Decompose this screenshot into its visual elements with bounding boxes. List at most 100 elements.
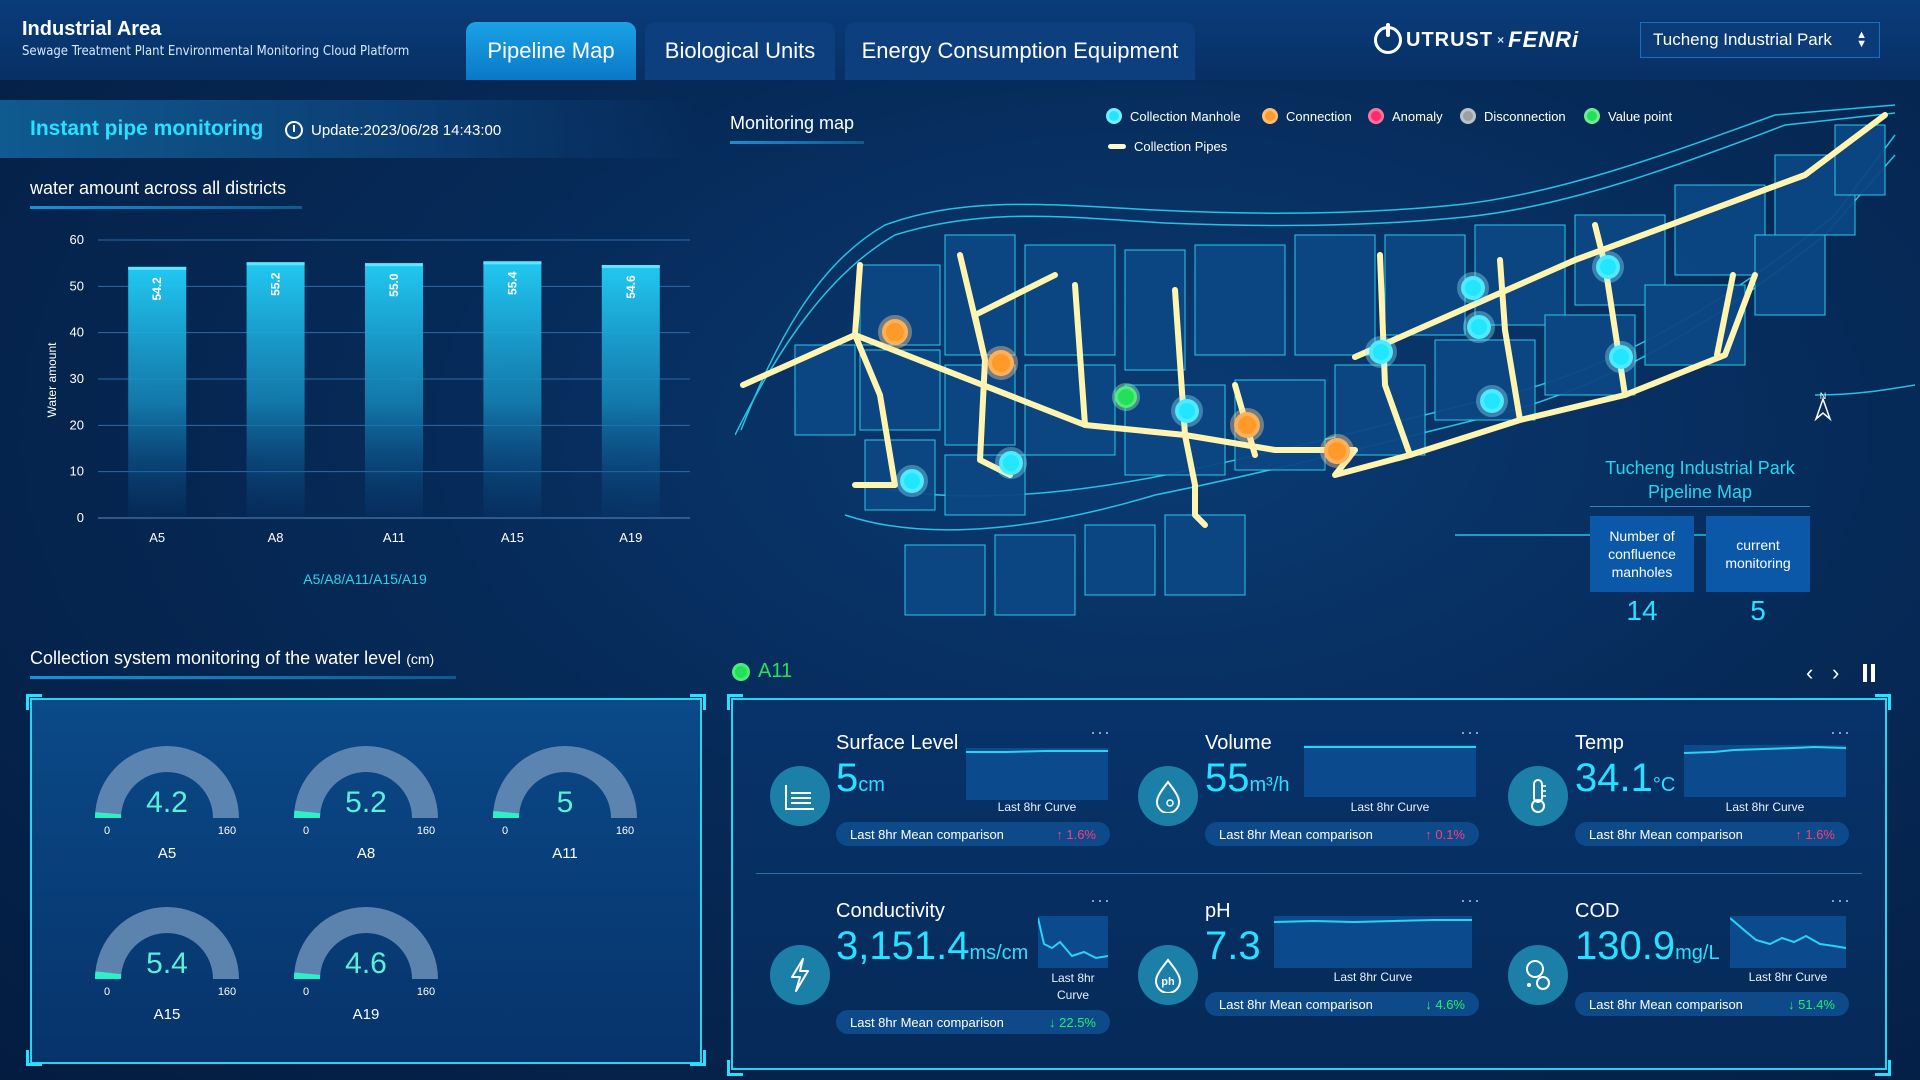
panel-heading: Instant pipe monitoring xyxy=(30,117,264,140)
caption-divider xyxy=(1590,506,1810,507)
more-icon[interactable]: ··· xyxy=(1830,890,1851,910)
gauge-max: 160 xyxy=(417,986,435,998)
connection-marker[interactable] xyxy=(1230,408,1264,442)
gauge-fill xyxy=(294,972,321,979)
gauge-fill xyxy=(95,971,122,979)
title-underline xyxy=(30,676,456,679)
bar-value-label: 55.2 xyxy=(269,272,283,296)
bar[interactable] xyxy=(128,266,187,518)
metric-number: 5 xyxy=(836,756,859,800)
bar[interactable] xyxy=(365,263,423,518)
mean-comparison: Last 8hr Mean comparison ↑ 1.6% xyxy=(1575,822,1849,846)
manhole-marker[interactable] xyxy=(1171,395,1203,427)
metric-name: COD xyxy=(1575,900,1620,922)
bar[interactable] xyxy=(246,262,305,518)
comparison-value: ↓ 4.6% xyxy=(1425,996,1465,1012)
gauge-min: 0 xyxy=(104,825,110,837)
curve-label: Last 8hr Curve xyxy=(1051,971,1095,1002)
tab-energy-equipment[interactable]: Energy Consumption Equipment xyxy=(845,22,1195,80)
chevron-right-icon[interactable]: › xyxy=(1832,660,1840,685)
stat-monitoring-value: 5 xyxy=(1750,595,1766,626)
manhole-marker[interactable] xyxy=(1592,251,1624,283)
panel-corner xyxy=(1875,1060,1891,1076)
legend-label: Collection Manhole xyxy=(1130,108,1241,124)
manhole-marker[interactable] xyxy=(896,465,928,497)
metric-name: Surface Level xyxy=(836,732,959,754)
comparison-percent: 4.6% xyxy=(1435,996,1465,1012)
manhole-marker[interactable] xyxy=(1476,385,1508,417)
gauge-max: 160 xyxy=(218,825,236,837)
more-icon[interactable]: ··· xyxy=(1090,722,1111,742)
mean-comparison: Last 8hr Mean comparison ↓ 4.6% xyxy=(1205,992,1479,1016)
legend-connection: Connection xyxy=(1262,108,1352,124)
pause-icon[interactable] xyxy=(1862,664,1878,682)
metric-name: pH xyxy=(1205,900,1231,922)
connection-marker[interactable] xyxy=(984,346,1018,380)
gauge-label: A5 xyxy=(158,845,176,862)
gauge-track xyxy=(294,907,438,979)
chevron-left-icon[interactable]: ‹ xyxy=(1806,660,1814,685)
bar[interactable] xyxy=(483,261,542,518)
clock-icon xyxy=(285,121,303,139)
more-icon[interactable]: ··· xyxy=(1090,890,1111,910)
tab-label: Energy Consumption Equipment xyxy=(861,38,1179,63)
x-tick-label: A8 xyxy=(268,530,284,545)
metric-number: 130.9 xyxy=(1575,924,1676,968)
sparkline-box xyxy=(1304,745,1476,797)
tab-pipeline-map[interactable]: Pipeline Map xyxy=(466,22,636,80)
comparison-label: Last 8hr Mean comparison xyxy=(1589,826,1743,842)
y-tick-label: 20 xyxy=(70,417,84,432)
manhole-marker[interactable] xyxy=(1365,336,1397,368)
manhole-marker[interactable] xyxy=(1457,272,1489,304)
panel-corner xyxy=(727,1060,743,1076)
metric-name: Volume xyxy=(1205,732,1272,754)
bar-value-label: 55.0 xyxy=(387,273,401,297)
gauge-fill xyxy=(95,812,122,818)
stat-monitoring-label: current monitoring xyxy=(1706,516,1810,592)
legend-swatch xyxy=(1106,108,1122,124)
gauge-track xyxy=(493,746,637,818)
gauge-max: 160 xyxy=(616,825,634,837)
water-drop-icon xyxy=(1138,766,1198,826)
more-icon[interactable]: ··· xyxy=(1460,890,1481,910)
legend-swatch xyxy=(1262,108,1278,124)
manhole-marker[interactable] xyxy=(995,447,1027,479)
metric-number: 7.3 xyxy=(1205,924,1261,968)
value-point-marker[interactable] xyxy=(1112,383,1140,411)
bar-top xyxy=(365,263,423,267)
more-icon[interactable]: ··· xyxy=(1460,722,1481,742)
manhole-marker[interactable] xyxy=(1463,311,1495,343)
park-select[interactable]: Tucheng Industrial Park ▲ ▼ xyxy=(1640,22,1880,58)
tab-biological-units[interactable]: Biological Units xyxy=(645,22,835,80)
panel-corner xyxy=(690,694,706,710)
brand-logo: UTRUST × FENRi xyxy=(1374,22,1579,58)
gauge-value: 5 xyxy=(557,786,574,819)
updown-chevron-icon: ▲ ▼ xyxy=(1856,29,1867,50)
stat-manholes-label: Number of confluence manholes xyxy=(1590,516,1694,592)
bar[interactable] xyxy=(601,265,660,518)
comparison-label: Last 8hr Mean comparison xyxy=(1589,996,1743,1012)
legend-swatch xyxy=(1584,108,1600,124)
gauge-label: A11 xyxy=(552,845,578,862)
north-arrow-icon xyxy=(1814,396,1832,422)
sparkline-box xyxy=(1683,745,1847,797)
comparison-value: ↑ 1.6% xyxy=(1795,826,1835,842)
gauge-max: 160 xyxy=(218,986,236,998)
gauge: 5 0 160 A11 xyxy=(493,746,637,862)
panel-corner xyxy=(1875,694,1891,710)
more-icon[interactable]: ··· xyxy=(1830,722,1851,742)
metric-number: 3,151.4 xyxy=(836,924,970,968)
bar-value-label: 55.4 xyxy=(505,271,519,295)
connection-marker[interactable] xyxy=(878,315,912,349)
logo-utrust: UTRUST xyxy=(1406,28,1494,51)
water-level-title: Collection system monitoring of the wate… xyxy=(30,648,434,669)
manhole-marker[interactable] xyxy=(1605,341,1637,373)
sparkline-box xyxy=(1273,916,1472,968)
water-level-icon xyxy=(770,766,830,826)
metric-unit: mg/L xyxy=(1675,942,1720,964)
comparison-label: Last 8hr Mean comparison xyxy=(850,826,1004,842)
connection-marker[interactable] xyxy=(1320,434,1354,468)
water-level-unit: (cm) xyxy=(406,651,435,667)
legend-label: Collection Pipes xyxy=(1134,139,1228,154)
map-markers xyxy=(878,251,1637,497)
